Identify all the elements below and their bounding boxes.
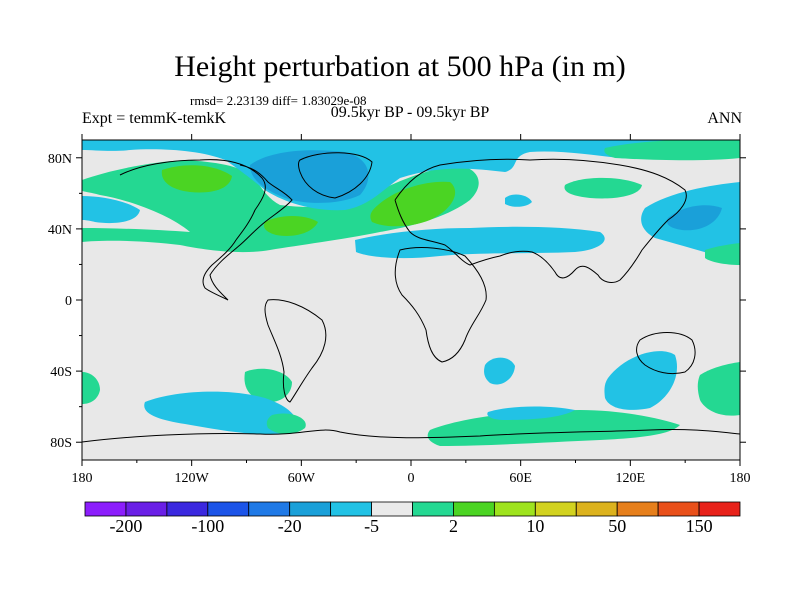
contour-region: [355, 226, 605, 259]
colorbar-swatch: [616, 501, 659, 517]
colorbar-swatch: [493, 501, 536, 517]
lat-label: 0: [65, 294, 72, 309]
contour-region: [82, 140, 740, 211]
colorbar-label: -5: [364, 516, 380, 536]
contour-region: [667, 205, 722, 231]
colorbar-swatch: [412, 501, 454, 517]
lon-label: 60W: [288, 471, 316, 486]
colorbar-swatch: [207, 501, 250, 517]
colorbar-swatch: [289, 501, 332, 517]
coastline-antarctica: [82, 428, 740, 443]
colorbar-swatch: [125, 501, 168, 517]
latitude-axis: 80N 40N 0 40S 80S: [48, 152, 746, 451]
colorbar-label: -200: [109, 516, 143, 536]
coastlines: [82, 152, 740, 443]
colorbar-label: -100: [191, 516, 225, 536]
map-title: Height perturbation at 500 hPa (in m): [174, 50, 626, 83]
contour-region: [82, 372, 100, 404]
contour-region: [705, 243, 740, 265]
contour-region: [564, 177, 642, 199]
colorbar-swatch: [330, 501, 372, 517]
colorbar: [84, 501, 741, 517]
coastline-eurasia: [394, 158, 687, 283]
colorbar-swatch: [534, 501, 577, 517]
colorbar-swatch: [657, 501, 700, 517]
contour-region: [161, 165, 232, 193]
colorbar-label: -20: [277, 516, 302, 536]
coastline-north-america: [119, 159, 293, 301]
lon-label: 180: [730, 471, 751, 486]
contour-region: [484, 357, 515, 385]
colorbar-label: 2: [448, 516, 458, 536]
experiment-label: Expt = temmK-temkK: [82, 110, 227, 127]
season-label: ANN: [707, 110, 742, 127]
contour-region: [427, 410, 680, 446]
stats-text: rmsd= 2.23139 diff= 1.83029e-08: [190, 93, 367, 108]
lon-label: 0: [408, 471, 415, 486]
contour-region: [487, 406, 575, 420]
contour-region: [604, 140, 740, 161]
lat-label: 80N: [48, 152, 72, 167]
contour-region: [144, 391, 297, 435]
contour-region: [266, 413, 306, 434]
longitude-axis: 180 120W 60W 0 60E 120E 180: [72, 134, 751, 486]
colorbar-swatch: [84, 501, 127, 517]
colorbar-label: 150: [685, 516, 713, 536]
colorbar-swatch: [248, 501, 291, 517]
coastline-greenland: [298, 152, 373, 199]
contour-region: [697, 362, 740, 416]
contour-region: [604, 351, 678, 410]
coastline-australia: [636, 332, 696, 375]
contour-region: [505, 194, 532, 207]
contour-region: [244, 368, 292, 403]
colorbar-swatch: [453, 501, 495, 517]
contour-region: [370, 181, 456, 227]
colorbar-swatch: [575, 501, 618, 517]
coastline-africa: [394, 247, 487, 363]
lon-label: 120W: [175, 471, 210, 486]
lat-label: 40N: [48, 223, 72, 238]
colorbar-swatch: [371, 501, 413, 517]
lat-label: 40S: [50, 365, 72, 380]
lon-label: 180: [72, 471, 93, 486]
lat-label: 80S: [50, 436, 72, 451]
coastline-south-america: [264, 299, 327, 403]
contour-region: [82, 196, 140, 224]
colorbar-label: 10: [526, 516, 545, 536]
colorbar-label: 50: [608, 516, 627, 536]
lon-label: 120E: [616, 471, 646, 486]
colorbar-swatch: [698, 501, 741, 517]
colorbar-swatch: [166, 501, 209, 517]
period-label: 09.5kyr BP - 09.5kyr BP: [330, 104, 490, 121]
contour-fields: [82, 140, 740, 446]
contour-region: [264, 216, 318, 236]
lon-label: 60E: [509, 471, 532, 486]
